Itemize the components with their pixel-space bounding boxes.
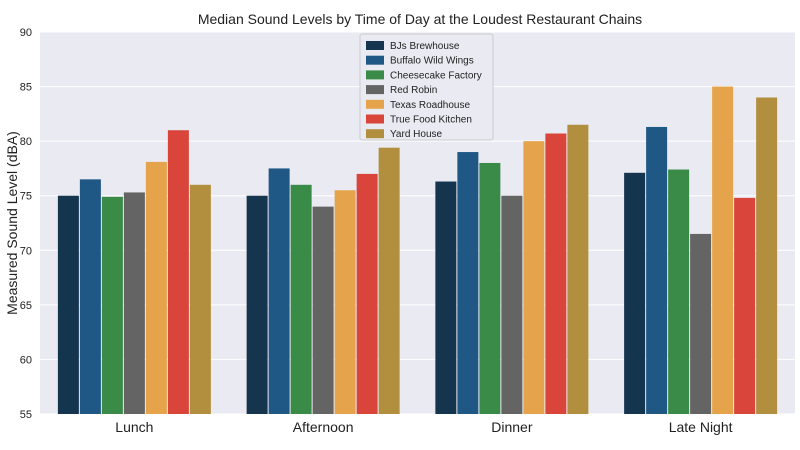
bar	[189, 184, 211, 414]
bar	[268, 168, 290, 414]
y-tick-label: 65	[20, 300, 32, 312]
legend-swatch	[366, 70, 384, 80]
y-tick-label: 70	[20, 245, 32, 257]
chart-title: Median Sound Levels by Time of Day at th…	[198, 11, 642, 27]
legend-label: Buffalo Wild Wings	[390, 56, 474, 67]
y-axis-title: Measured Sound Level (dBA)	[4, 131, 20, 315]
legend-label: Texas Roadhouse	[390, 100, 470, 111]
legend-label: Red Robin	[390, 85, 437, 96]
legend-swatch	[366, 55, 384, 65]
legend-box	[359, 33, 494, 141]
y-tick-label: 85	[20, 82, 32, 94]
legend-swatch	[366, 41, 384, 50]
bar	[290, 184, 312, 414]
bar	[378, 147, 400, 415]
x-category-label: Lunch	[115, 419, 153, 435]
bar	[79, 179, 101, 414]
bar	[734, 197, 756, 414]
bars	[57, 86, 778, 415]
x-category-labels: Lunch Afternoon Dinner Late Night	[115, 419, 732, 435]
bar	[523, 141, 545, 414]
legend-label: Cheesecake Factory	[390, 70, 482, 81]
bar	[312, 206, 334, 414]
bar	[646, 126, 668, 414]
bar	[101, 196, 123, 414]
y-tick-labels: 55 60 65 70 75 80 85 90	[20, 27, 32, 421]
y-tick-label: 60	[20, 354, 32, 366]
bar	[123, 192, 145, 414]
bar	[545, 133, 567, 414]
y-tick-label: 75	[20, 191, 32, 203]
legend-swatch	[366, 114, 384, 124]
bar	[246, 195, 268, 414]
bar	[145, 161, 167, 414]
x-category-label: Late Night	[669, 419, 733, 435]
legend-label: Yard House	[390, 129, 443, 140]
bar	[501, 195, 523, 414]
legend: BJs Brewhouse Buffalo Wild Wings Cheesecak…	[359, 33, 494, 141]
y-tick-label: 90	[20, 27, 32, 39]
bar	[167, 130, 189, 414]
bar	[624, 172, 646, 414]
bar	[690, 233, 712, 414]
legend-swatch	[366, 85, 384, 95]
legend-label: BJs Brewhouse	[390, 41, 460, 52]
bar	[567, 124, 589, 415]
legend-swatch	[366, 99, 384, 109]
bar	[356, 173, 378, 414]
bar	[479, 162, 501, 414]
bar	[57, 195, 79, 414]
bar	[435, 181, 457, 414]
y-tick-label: 80	[20, 136, 32, 148]
y-tick-label: 55	[20, 409, 32, 421]
legend-label: True Food Kitchen	[390, 115, 472, 126]
bar	[756, 97, 778, 414]
bar	[668, 169, 690, 414]
legend-swatch	[366, 129, 384, 139]
bar	[457, 152, 479, 415]
x-category-label: Afternoon	[293, 419, 354, 435]
bar	[712, 86, 734, 415]
x-category-label: Dinner	[491, 419, 533, 435]
bar	[334, 190, 356, 414]
